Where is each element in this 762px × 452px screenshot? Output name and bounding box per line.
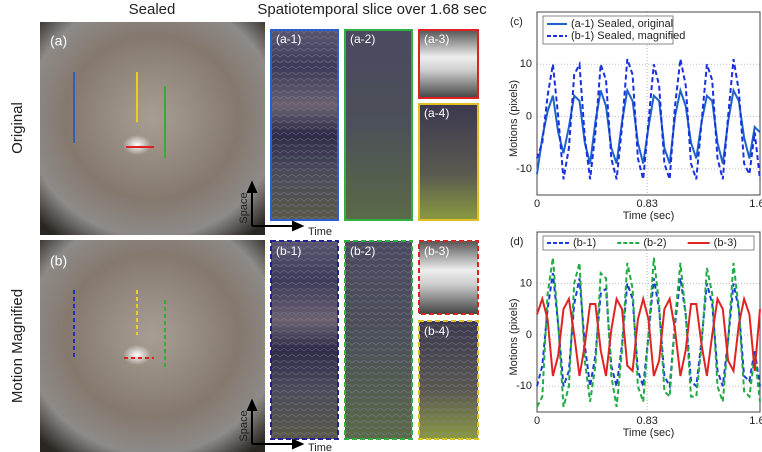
row-label: Motion Magnified (9, 289, 26, 403)
panel-label: (b) (50, 253, 67, 269)
axis-hint: Space (238, 192, 250, 223)
chart-title: (d) (510, 236, 523, 248)
slice-label: (a-2) (350, 32, 375, 46)
series-line (536, 294, 761, 377)
axis-hint: Time (308, 226, 332, 238)
slice-label: (a-4) (424, 106, 449, 120)
x-tick-label: 0.83 (636, 198, 657, 210)
series-line (536, 58, 761, 180)
slice-label: (a-3) (424, 32, 449, 46)
x-tick-label: 0 (534, 198, 540, 210)
row-label: Original (9, 102, 26, 154)
series-line (536, 257, 761, 408)
slice-label: (b-1) (276, 244, 301, 258)
legend-label: (b-1) (573, 237, 596, 249)
panel-label: (a) (50, 33, 67, 49)
photo (40, 22, 265, 235)
legend-label: (a-1) Sealed, original (571, 18, 673, 30)
column-title: Sealed (129, 1, 176, 18)
x-tick-label: 1.68 (749, 415, 762, 427)
legend-label: (b-2) (643, 237, 666, 249)
slice (270, 29, 339, 221)
column-title: Spatiotemporal slice over 1.68 sec (257, 1, 487, 18)
legend-box (542, 235, 755, 251)
y-tick-label: 0 (526, 329, 532, 341)
slice (344, 29, 413, 221)
slice (418, 320, 479, 440)
axis-hint: Time (308, 442, 332, 452)
y-tick-label: -10 (516, 380, 532, 392)
axis-hint: Space (238, 410, 250, 441)
plot-frame (536, 11, 761, 196)
slice (418, 29, 479, 99)
x-axis-label: Time (sec) (623, 427, 675, 439)
y-axis-label: Motions (pixels) (508, 298, 520, 375)
slice (270, 240, 339, 440)
slice (418, 103, 479, 221)
legend-label: (b-3) (714, 237, 737, 249)
x-axis-label: Time (sec) (623, 210, 675, 222)
slice-label: (b-4) (424, 324, 449, 338)
x-tick-label: 0.83 (636, 415, 657, 427)
y-tick-label: 0 (526, 110, 532, 122)
slice-label: (a-1) (276, 32, 301, 46)
photo (40, 240, 265, 452)
legend-box (542, 15, 674, 45)
slice-label: (b-2) (350, 244, 375, 258)
legend-label: (b-1) Sealed, magnified (571, 30, 685, 42)
slice (418, 240, 479, 315)
y-tick-label: 10 (520, 58, 532, 70)
x-tick-label: 1.68 (749, 198, 762, 210)
slice (344, 240, 413, 440)
chart-title: (c) (510, 16, 523, 28)
x-tick-label: 0 (534, 415, 540, 427)
y-tick-label: -10 (516, 163, 532, 175)
axis-arrows (246, 180, 305, 450)
plot-frame (536, 231, 761, 413)
slice-label: (b-3) (424, 244, 449, 258)
y-axis-label: Motions (pixels) (508, 80, 520, 157)
y-tick-label: 10 (520, 277, 532, 289)
